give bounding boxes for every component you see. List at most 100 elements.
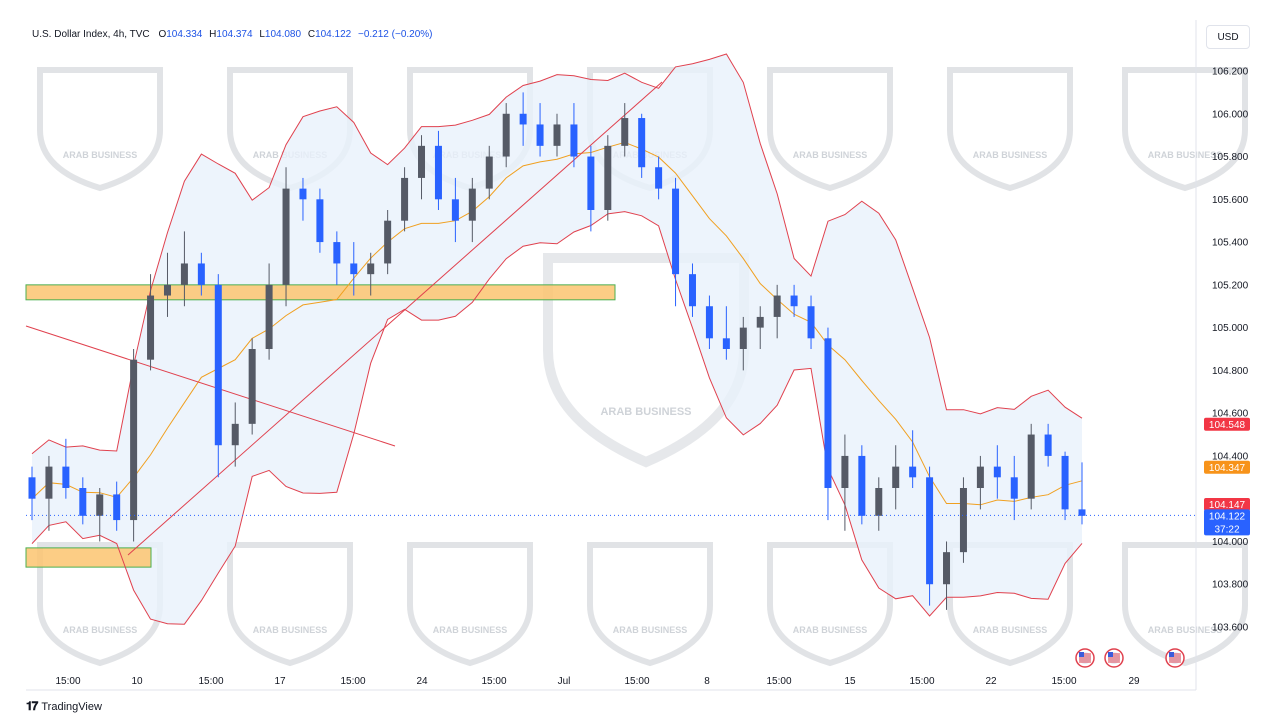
- currency-button[interactable]: USD: [1206, 25, 1250, 49]
- trendlines[interactable]: [25, 81, 663, 556]
- open-value: 104.334: [166, 29, 203, 40]
- price-tick-label: 104.000: [1212, 537, 1249, 548]
- watermark-brand: ARAB BUSINESS: [973, 625, 1048, 635]
- last-price-badge-value: 104.122: [1209, 511, 1246, 522]
- candle: [705, 295, 713, 349]
- bollinger-band-fill: [32, 54, 1082, 625]
- candle: [62, 438, 70, 499]
- candle: [265, 263, 273, 360]
- basis-line: [31, 141, 1083, 506]
- us-flag-event-icon[interactable]: [1075, 648, 1095, 668]
- price-tick-label: 104.800: [1212, 366, 1249, 377]
- watermark-brand-large: ARAB BUSINESS: [600, 406, 691, 418]
- candle: [401, 167, 409, 232]
- watermark-brand: ARAB BUSINESS: [63, 150, 138, 160]
- candle: [519, 92, 527, 146]
- price-tick-label: 105.000: [1212, 323, 1249, 334]
- bollinger-bands: [31, 53, 1083, 625]
- time-tick-label: 29: [1128, 676, 1140, 687]
- time-tick-label: 15:00: [909, 676, 934, 687]
- candle: [536, 103, 544, 157]
- time-tick-label: 15:00: [1051, 676, 1076, 687]
- candle: [485, 145, 493, 200]
- candle: [28, 466, 36, 521]
- middle-band-badge-value: 104.347: [1209, 463, 1246, 474]
- change-value: −0.212 (−0.20%): [358, 29, 433, 40]
- watermark-brand: ARAB BUSINESS: [973, 150, 1048, 160]
- middle-band-badge: 104.347: [1204, 460, 1250, 474]
- watermark-logo: ARAB BUSINESS: [407, 542, 533, 667]
- time-tick-label: Jul: [558, 676, 571, 687]
- upper-band-badge-value: 104.548: [1209, 420, 1246, 431]
- resistance-zone[interactable]: [25, 284, 616, 301]
- candle: [892, 445, 900, 510]
- high-label: H: [209, 29, 216, 40]
- tradingview-brand: TradingView: [41, 700, 102, 713]
- candle: [926, 466, 934, 606]
- watermark-logo: ARAB BUSINESS: [947, 67, 1073, 192]
- candle: [282, 167, 290, 307]
- support-resistance-zones[interactable]: [25, 284, 616, 568]
- descending-trendline[interactable]: [25, 325, 396, 447]
- lower-band-line: [31, 211, 1083, 625]
- candle: [790, 284, 798, 317]
- economic-events[interactable]: [1075, 648, 1185, 668]
- price-axis[interactable]: 106.200 106.000 105.800 105.600 105.400 105.2…: [1195, 20, 1249, 690]
- candle: [976, 455, 984, 510]
- candle: [248, 338, 256, 435]
- time-tick-label: 24: [416, 676, 428, 687]
- watermark-logo: ARAB BUSINESS: [767, 67, 893, 192]
- watermark-brand: ARAB BUSINESS: [253, 625, 328, 635]
- candle: [113, 481, 121, 531]
- candle: [180, 231, 188, 307]
- candle: [638, 113, 646, 178]
- time-axis[interactable]: 15:00 10 15:00 17 15:00 24 15:00 Jul 15:00 8 15:00…: [26, 676, 1196, 691]
- watermark-brand: ARAB BUSINESS: [433, 625, 508, 635]
- us-flag-event-icon[interactable]: [1104, 648, 1124, 668]
- candle: [197, 252, 205, 296]
- watermark-logo: ARAB BUSINESS: [587, 542, 713, 667]
- time-tick-label: 15:00: [766, 676, 791, 687]
- tradingview-branding[interactable]: 𝟏𝟕 TradingView: [26, 699, 102, 714]
- time-tick-label: 15:00: [624, 676, 649, 687]
- candle: [1044, 423, 1052, 467]
- candle: [451, 177, 459, 243]
- candle: [824, 327, 832, 521]
- ascending-trendline[interactable]: [127, 81, 663, 556]
- candle: [350, 242, 358, 296]
- candle: [231, 402, 239, 467]
- us-flag-event-icon[interactable]: [1165, 648, 1185, 668]
- time-tick-label: 22: [985, 676, 997, 687]
- candle: [79, 477, 87, 525]
- price-tick-label: 105.600: [1212, 195, 1249, 206]
- price-tick-label: 104.400: [1212, 451, 1249, 462]
- open-label: O: [158, 29, 166, 40]
- candle: [807, 295, 815, 349]
- price-tick-label: 106.000: [1212, 109, 1249, 120]
- price-tick-label: 104.600: [1212, 409, 1249, 420]
- candlestick-series: [28, 92, 1086, 610]
- candle: [333, 231, 341, 285]
- close-value: 104.122: [315, 29, 352, 40]
- svg-text:U.S. Dollar Index, 4h, TVC: U.S. Dollar Index, 4h, TVC O104.334 H104…: [32, 29, 433, 40]
- price-tick-label: 105.200: [1212, 280, 1249, 291]
- low-label: L: [259, 29, 265, 40]
- lower-band-badge: 104.147: [1204, 498, 1250, 512]
- candle: [1061, 451, 1069, 521]
- upper-band-badge: 104.548: [1204, 417, 1250, 431]
- price-tick-label: 105.800: [1212, 152, 1249, 163]
- candle: [959, 477, 967, 563]
- price-tick-label: 103.800: [1212, 580, 1249, 591]
- candle: [1010, 455, 1018, 521]
- candle: [502, 103, 510, 168]
- time-tick-label: 15:00: [481, 676, 506, 687]
- low-value: 104.080: [265, 29, 302, 40]
- time-tick-label: 17: [274, 676, 286, 687]
- candle: [587, 145, 595, 232]
- watermark-brand: ARAB BUSINESS: [793, 150, 868, 160]
- watermark-logo: ARAB BUSINESS: [947, 542, 1073, 667]
- time-tick-label: 8: [704, 676, 710, 687]
- close-label: C: [308, 29, 315, 40]
